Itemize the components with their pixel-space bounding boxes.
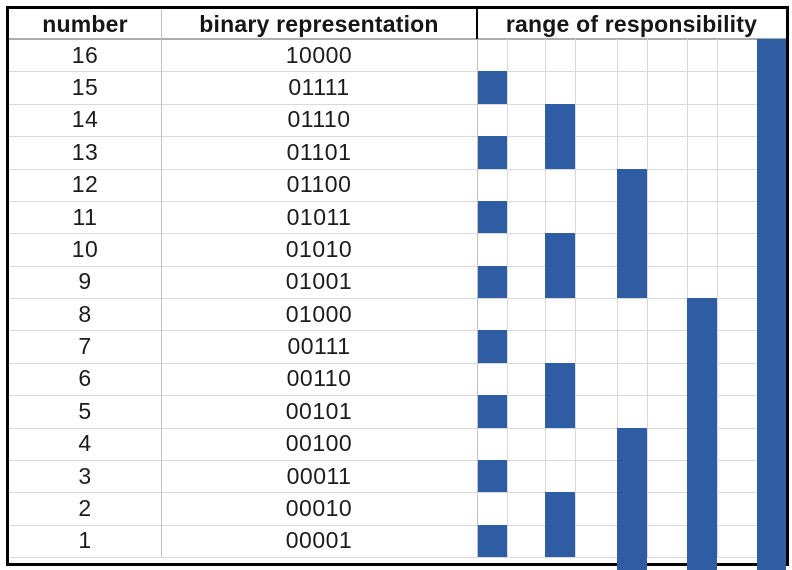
responsibility-bar	[478, 395, 507, 428]
binary-cell: 00101	[285, 397, 353, 424]
binary-cell: 00110	[286, 365, 352, 392]
binary-cell: 01011	[286, 203, 352, 230]
responsibility-bar	[478, 71, 507, 104]
range-subcolumn-gridline	[647, 39, 648, 557]
number-cell: 1	[78, 527, 92, 554]
fenwick-range-table: number binary representation range of re…	[6, 6, 789, 570]
binary-cell: 01000	[285, 300, 353, 327]
number-cell: 8	[78, 300, 92, 327]
binary-cell: 00010	[285, 494, 353, 521]
binary-cell: 00001	[285, 527, 353, 554]
responsibility-bar	[757, 39, 786, 570]
number-cell: 5	[78, 397, 92, 424]
row-gridline	[9, 524, 786, 526]
row-gridline	[9, 362, 786, 364]
responsibility-bar	[478, 136, 507, 169]
range-subcolumn-gridline	[717, 39, 718, 557]
row-gridline	[9, 427, 786, 429]
responsibility-bar	[617, 168, 647, 298]
row-gridline	[9, 330, 786, 332]
row-gridline	[9, 557, 786, 558]
binary-cell: 00111	[287, 333, 351, 360]
number-cell: 15	[71, 74, 99, 101]
binary-cell: 01111	[288, 74, 350, 101]
binary-range-divider-header	[476, 9, 478, 39]
binary-cell: 01100	[286, 171, 352, 198]
binary-cell: 01001	[285, 268, 353, 295]
number-cell: 3	[78, 462, 92, 489]
column-header-binary-representation: binary representation	[199, 10, 439, 37]
row-gridline	[9, 265, 786, 267]
number-cell: 4	[78, 430, 92, 457]
row-gridline	[9, 233, 786, 235]
number-cell: 7	[78, 333, 92, 360]
row-gridline	[9, 200, 786, 202]
responsibility-bar	[617, 427, 647, 570]
responsibility-bar	[545, 103, 575, 169]
row-gridline	[9, 71, 786, 73]
number-cell: 10	[71, 235, 99, 262]
row-gridline	[9, 395, 786, 397]
range-subcolumn-gridline	[575, 39, 576, 557]
responsibility-bar	[478, 524, 507, 557]
binary-cell: 01101	[286, 138, 352, 165]
binary-cell: 01010	[285, 235, 353, 262]
row-gridline	[9, 136, 786, 138]
number-cell: 11	[72, 203, 98, 230]
row-gridline	[9, 298, 786, 299]
binary-cell: 01110	[287, 106, 351, 133]
row-gridline	[9, 103, 786, 105]
responsibility-bar	[545, 362, 575, 428]
responsibility-bar	[545, 233, 575, 298]
row-gridline	[9, 168, 786, 170]
responsibility-bar	[478, 459, 507, 493]
row-gridline	[9, 459, 786, 461]
number-cell: 13	[71, 138, 99, 165]
column-header-range-of-responsibility: range of responsibility	[505, 10, 758, 37]
binary-cell: 00100	[285, 430, 353, 457]
range-subcolumn-gridline	[617, 39, 618, 557]
responsibility-bar	[478, 330, 507, 363]
number-cell: 2	[78, 494, 92, 521]
row-gridline	[9, 492, 786, 494]
number-cell: 9	[78, 268, 92, 295]
number-cell: 14	[71, 106, 99, 133]
number-binary-divider	[161, 9, 162, 557]
number-cell: 12	[71, 171, 99, 198]
responsibility-bar	[478, 200, 507, 234]
range-subcolumn-gridline	[507, 39, 508, 557]
number-cell: 6	[78, 365, 92, 392]
responsibility-bar	[687, 298, 717, 570]
column-header-number: number	[42, 10, 128, 37]
header-separator-line	[9, 38, 786, 40]
binary-cell: 10000	[285, 41, 353, 68]
number-cell: 16	[71, 41, 99, 68]
binary-cell: 00011	[286, 462, 352, 489]
range-subcolumn-gridline	[545, 39, 546, 557]
binary-range-divider	[477, 39, 478, 557]
responsibility-bar	[545, 492, 575, 557]
responsibility-bar	[478, 265, 507, 298]
